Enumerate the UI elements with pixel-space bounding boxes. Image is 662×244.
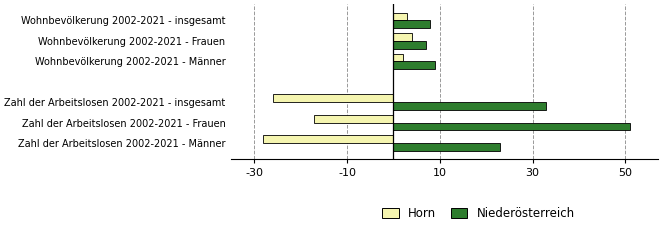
Bar [393,33,412,41]
Bar [393,122,630,130]
Bar [314,115,393,122]
Bar [393,61,435,69]
Bar [273,94,393,102]
Bar [393,54,402,61]
Bar [263,135,393,143]
Legend: Horn, Niederösterreich: Horn, Niederösterreich [377,202,579,225]
Bar [393,102,546,110]
Bar [393,13,407,20]
Bar [393,20,430,28]
Bar [393,41,426,49]
Bar [393,143,500,151]
